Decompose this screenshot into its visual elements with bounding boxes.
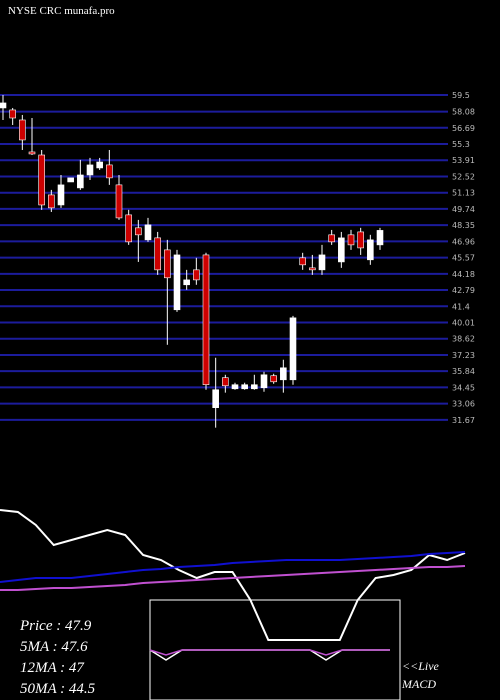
candle-body <box>299 257 306 266</box>
candle-body <box>212 389 219 409</box>
candle-body <box>173 254 181 311</box>
y-tick-label: 44.18 <box>452 270 475 279</box>
candle-body <box>57 184 65 206</box>
candle-body <box>164 249 171 279</box>
candle-body <box>9 109 16 119</box>
candle-body <box>144 224 152 241</box>
y-tick-label: 55.3 <box>452 140 470 149</box>
stat-text: 5MA : 47.6 <box>20 639 88 655</box>
candle-body <box>67 177 74 183</box>
candle-body <box>28 151 36 155</box>
candle-body <box>183 279 190 286</box>
candle-body <box>289 317 297 381</box>
candle-body <box>38 154 45 206</box>
candle-body <box>19 119 26 141</box>
candle-body <box>347 234 355 246</box>
y-tick-label: 59.5 <box>452 91 470 100</box>
candle-body <box>125 214 132 243</box>
candle-body <box>86 164 94 176</box>
y-tick-label: 37.23 <box>452 351 475 360</box>
candle-body <box>357 231 364 249</box>
y-tick-label: 41.4 <box>452 302 470 311</box>
candle-body <box>154 237 161 271</box>
y-tick-label: 35.84 <box>452 367 475 376</box>
chart-title: NYSE CRC munafa.pro <box>8 5 115 17</box>
candle-body <box>270 375 277 383</box>
candle-body <box>106 164 113 179</box>
y-tick-label: 38.62 <box>452 335 475 344</box>
candle-body <box>96 161 103 169</box>
indicator-line <box>0 509 466 641</box>
candle-body <box>222 377 229 387</box>
indicator-line <box>0 551 466 583</box>
candle-body <box>367 239 374 261</box>
y-tick-label: 51.13 <box>452 189 475 198</box>
candle-body <box>202 254 210 386</box>
indicator-line <box>0 565 466 591</box>
y-tick-label: 48.35 <box>452 221 475 230</box>
stat-text: Price : 47.9 <box>19 618 92 634</box>
y-tick-label: 46.96 <box>452 237 475 246</box>
candle-body <box>318 254 326 271</box>
y-tick-label: 42.79 <box>452 286 475 295</box>
macd-label: MACD <box>401 677 436 691</box>
candle-body <box>309 267 316 271</box>
y-tick-label: 53.91 <box>452 156 475 165</box>
candle-body <box>328 234 335 243</box>
live-label: <<Live <box>402 659 440 673</box>
candle-body <box>115 184 123 219</box>
y-tick-label: 52.52 <box>452 172 475 181</box>
candle-body <box>77 174 84 189</box>
y-tick-label: 58.08 <box>452 108 475 117</box>
candle-body <box>231 384 239 390</box>
candle-body <box>376 230 384 246</box>
stat-text: 12MA : 47 <box>20 660 85 676</box>
stat-text: 50MA : 44.5 <box>20 681 96 697</box>
y-tick-label: 56.69 <box>452 124 475 133</box>
candle-body <box>193 269 200 281</box>
y-tick-label: 31.67 <box>452 416 475 425</box>
candle-body <box>0 102 7 109</box>
y-tick-label: 49.74 <box>452 205 475 214</box>
candle-body <box>260 374 268 389</box>
candle-body <box>135 227 142 236</box>
y-tick-label: 34.45 <box>452 383 475 392</box>
y-tick-label: 45.57 <box>452 254 475 263</box>
y-tick-label: 40.01 <box>452 318 475 327</box>
candle-body <box>251 384 258 390</box>
candle-body <box>48 194 55 209</box>
macd-line <box>149 649 390 656</box>
candle-body <box>241 384 248 390</box>
candle-body <box>338 237 345 263</box>
y-tick-label: 33.06 <box>452 400 475 409</box>
candle-body <box>280 367 287 381</box>
